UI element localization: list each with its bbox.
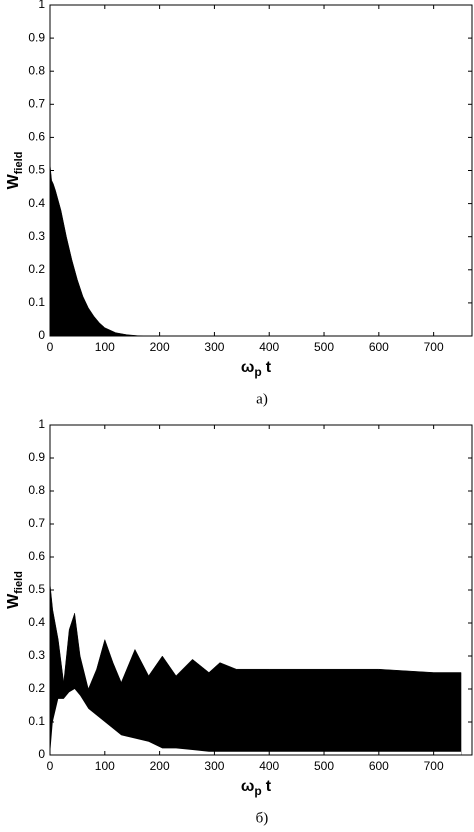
- y-tick-label: 0.8: [28, 483, 45, 497]
- x-tick-label: 300: [204, 340, 224, 354]
- y-tick-label: 0.5: [28, 163, 45, 177]
- x-axis-label-sub: p: [254, 784, 261, 798]
- x-tick-label: 100: [95, 340, 115, 354]
- x-tick-label: 700: [424, 759, 444, 773]
- y-tick-label: 0.8: [28, 63, 45, 77]
- y-tick-label: 0: [38, 747, 45, 761]
- y-axis-label-main: W: [5, 593, 22, 609]
- y-tick-label: 0.5: [28, 582, 45, 596]
- panel: 0 0.1 0.2 0.3 0.4 0.5 0.6 0.7 0.8 0.9 1 0 100 200 300 4…: [5, 0, 473, 407]
- y-tick-label: 0.4: [28, 196, 45, 210]
- x-axis-label-tail: t: [266, 778, 272, 795]
- lower-envelope: [50, 689, 462, 755]
- y-tick-label: 0.9: [28, 450, 45, 464]
- y-tick-label: 0.2: [28, 681, 45, 695]
- x-tick-label: 0: [47, 340, 54, 354]
- y-tick-label: 0: [38, 328, 45, 342]
- area: [49, 583, 462, 756]
- x-tick-label: 300: [204, 759, 224, 773]
- x-tick-label: 200: [150, 759, 170, 773]
- x-axis-label-tail: t: [266, 359, 272, 376]
- y-tick-label: 0.9: [28, 30, 45, 44]
- y-tick-label: 0.3: [28, 648, 45, 662]
- y-tick-label: 0.7: [28, 96, 45, 110]
- x-axis-label-main: ω: [241, 359, 255, 376]
- x-axis-label-sub: p: [254, 365, 261, 379]
- y-tick-label: 0.4: [28, 615, 45, 629]
- x-tick-label: 600: [369, 759, 389, 773]
- y-tick-label: 0.2: [28, 262, 45, 276]
- x-axis-label: ωp t: [241, 778, 272, 798]
- x-tick-label: 400: [259, 759, 279, 773]
- panel: 0 0.1 0.2 0.3 0.4 0.5 0.6 0.7 0.8 0.9 1 0 100 200 300 4…: [5, 417, 473, 826]
- x-tick-label: 700: [424, 340, 444, 354]
- x-axis-label: ωp t: [241, 359, 272, 379]
- axes-box: [49, 4, 473, 337]
- y-tick-label: 0.1: [28, 295, 45, 309]
- x-tick-label: 500: [314, 759, 334, 773]
- y-axis-label-sub: field: [13, 571, 25, 594]
- y-tick-label: 1: [38, 0, 45, 11]
- y-tick-label: 0.1: [28, 714, 45, 728]
- y-axis-label: Wfield: [5, 571, 25, 609]
- caption: б): [256, 810, 269, 826]
- y-tick-label: 1: [38, 417, 45, 431]
- x-tick-label: 100: [95, 759, 115, 773]
- y-tick-label: 0.7: [28, 516, 45, 530]
- x-tick-label: 400: [259, 340, 279, 354]
- y-axis-label: Wfield: [5, 152, 25, 190]
- y-axis-label-main: W: [5, 173, 22, 189]
- x-tick-label: 500: [314, 340, 334, 354]
- area: [49, 163, 462, 337]
- y-tick-label: 0.6: [28, 130, 45, 144]
- caption: а): [256, 391, 268, 407]
- x-tick-label: 600: [369, 340, 389, 354]
- x-axis-label-main: ω: [241, 778, 255, 795]
- y-tick-label: 0.6: [28, 549, 45, 563]
- x-tick-label: 0: [47, 759, 54, 773]
- y-tick-label: 0.3: [28, 229, 45, 243]
- y-axis-label-sub: field: [13, 152, 25, 175]
- x-tick-label: 200: [150, 340, 170, 354]
